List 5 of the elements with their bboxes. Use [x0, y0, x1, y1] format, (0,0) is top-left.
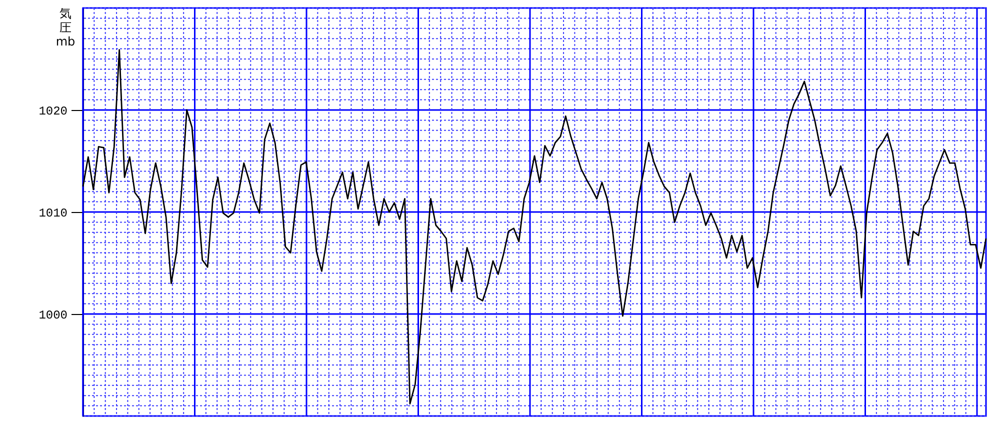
line-series	[82, 49, 987, 404]
y-tick-label: 1000	[38, 308, 68, 322]
y-axis-title: 気圧 mb	[56, 6, 76, 48]
y-tick-label: 1010	[38, 206, 68, 220]
y-tick-label: 1020	[38, 104, 68, 118]
